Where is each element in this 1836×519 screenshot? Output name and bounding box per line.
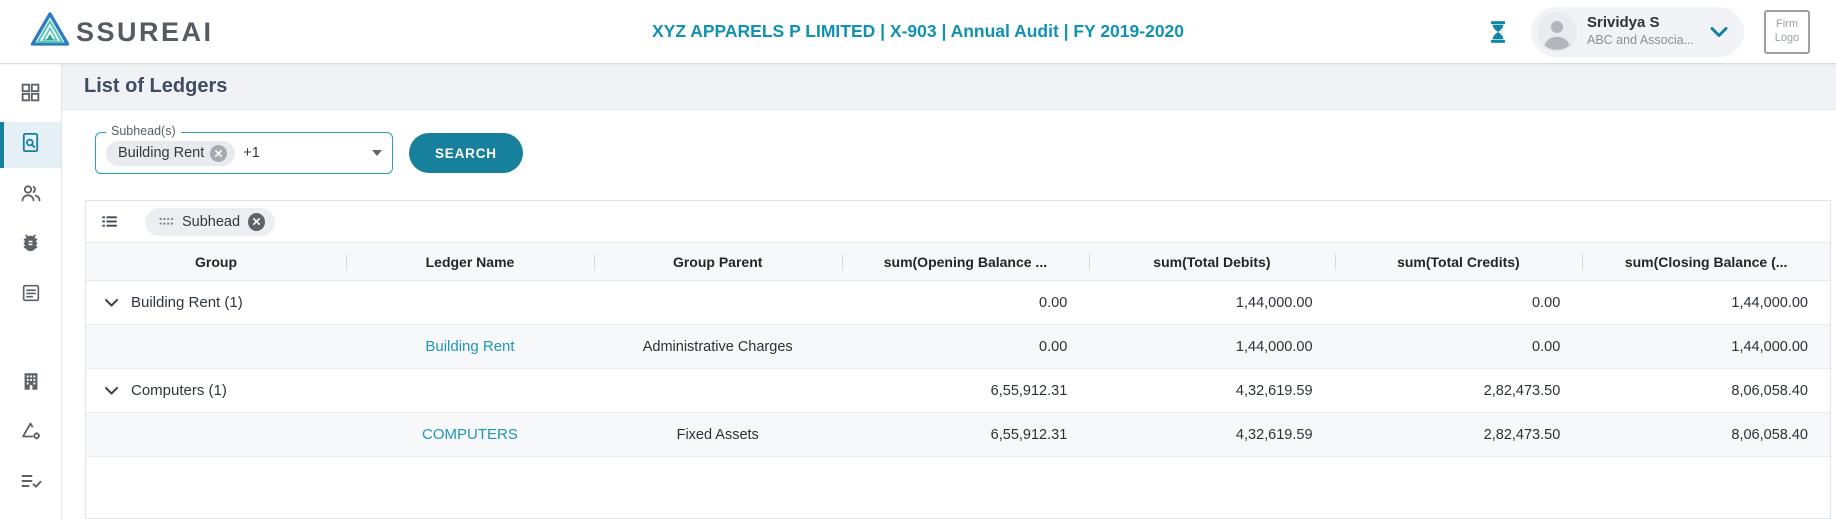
top-bar-right: Srividya S ABC and Associa... Firm Logo [1485, 6, 1810, 57]
opening-balance-value: 6,55,912.31 [990, 426, 1068, 443]
column-header-total-debits[interactable]: sum(Total Debits) [1089, 254, 1334, 270]
subheads-field-label: Subhead(s) [106, 124, 181, 138]
bug-icon [19, 231, 42, 259]
filter-chip-building-rent[interactable]: Building Rent [106, 140, 236, 166]
column-header-ledger-name[interactable]: Ledger Name [346, 254, 594, 270]
main-content: List of Ledgers Subhead(s) Building Rent… [62, 64, 1836, 519]
closing-balance-value: 1,44,000.00 [1731, 338, 1808, 355]
task-check-icon [19, 469, 43, 498]
column-header-group[interactable]: Group [195, 253, 238, 270]
filter-toolbar: Subhead(s) Building Rent +1 SEARCH [62, 110, 1836, 196]
dashboard-icon [19, 81, 42, 109]
dropdown-arrow-icon[interactable] [372, 150, 382, 156]
column-header-group-parent[interactable]: Group Parent [594, 254, 842, 270]
subheads-multiselect[interactable]: Subhead(s) Building Rent +1 [95, 124, 393, 174]
chip-remove-icon[interactable] [210, 144, 228, 162]
report-icon [20, 282, 42, 309]
column-header-closing-balance[interactable]: sum(Closing Balance (... [1582, 254, 1830, 270]
engagement-settings-icon [19, 419, 43, 448]
sidebar-item-tasks[interactable] [0, 460, 61, 506]
drag-handle-icon[interactable] [159, 217, 174, 226]
brand-logo[interactable]: SSUREAI [30, 11, 214, 52]
total-credits-value: 0.00 [1532, 294, 1561, 311]
sidebar-item-ledgers-active[interactable] [0, 122, 61, 168]
search-button[interactable]: SEARCH [409, 133, 523, 173]
total-credits-value: 2,82,473.50 [1483, 426, 1561, 443]
opening-balance-value: 6,55,912.31 [990, 382, 1068, 399]
document-search-icon [19, 131, 42, 159]
avatar [1536, 11, 1577, 52]
sidebar-nav [0, 64, 62, 519]
page-title: List of Ledgers [84, 75, 228, 97]
ledger-name-link[interactable]: COMPUTERS [422, 426, 518, 443]
sidebar-item-issues[interactable] [0, 222, 61, 268]
group-chip-remove-icon[interactable] [248, 212, 266, 231]
sidebar-spacer [0, 322, 61, 360]
group-list-icon[interactable] [100, 212, 119, 231]
group-parent-value: Administrative Charges [642, 338, 793, 355]
total-debits-value: 4,32,619.59 [1235, 426, 1313, 443]
sidebar-item-users[interactable] [0, 172, 61, 218]
user-organization: ABC and Associa... [1586, 33, 1694, 48]
closing-balance-value: 8,06,058.40 [1731, 426, 1808, 443]
closing-balance-value: 1,44,000.00 [1731, 294, 1808, 311]
filter-chip-label: Building Rent [118, 145, 205, 161]
hourglass-icon[interactable] [1485, 18, 1511, 46]
ledger-name-link[interactable]: Building Rent [425, 338, 515, 355]
total-credits-value: 0.00 [1532, 338, 1561, 355]
group-by-chip-label: Subhead [182, 213, 241, 230]
group-row-label: Building Rent (1) [131, 294, 243, 311]
user-menu[interactable]: Srividya S ABC and Associa... [1530, 6, 1744, 57]
table-row-ledger-computers: COMPUTERS Fixed Assets 6,55,912.31 4,32,… [86, 413, 1830, 457]
opening-balance-value: 0.00 [1039, 294, 1068, 311]
page-header-band: List of Ledgers [62, 64, 1836, 110]
group-row-label: Computers (1) [131, 382, 227, 399]
table-group-bar: Subhead [86, 201, 1830, 243]
row-expand-chevron-icon[interactable] [104, 386, 119, 396]
column-header-opening-balance[interactable]: sum(Opening Balance ... [842, 254, 1090, 270]
total-debits-value: 4,32,619.59 [1235, 382, 1313, 399]
user-meta: Srividya S ABC and Associa... [1587, 14, 1694, 48]
row-expand-chevron-icon[interactable] [104, 298, 119, 308]
sidebar-item-company[interactable] [0, 360, 61, 406]
firm-logo-placeholder: Firm Logo [1764, 9, 1810, 54]
total-debits-value: 1,44,000.00 [1235, 338, 1313, 355]
opening-balance-value: 0.00 [1039, 338, 1068, 355]
chevron-down-icon[interactable] [1710, 26, 1728, 38]
users-icon [19, 181, 43, 210]
sidebar-item-engagement-settings[interactable] [0, 410, 61, 456]
logo-text: SSUREAI [76, 17, 214, 47]
column-header-total-credits[interactable]: sum(Total Credits) [1335, 254, 1583, 270]
total-debits-value: 1,44,000.00 [1235, 294, 1313, 311]
sidebar-item-reports[interactable] [0, 272, 61, 318]
group-by-chip[interactable]: Subhead [145, 207, 276, 236]
top-bar: SSUREAI XYZ APPARELS P LIMITED | X-903 |… [0, 0, 1836, 64]
engagement-context-title: XYZ APPARELS P LIMITED | X-903 | Annual … [651, 21, 1185, 41]
ledgers-table-card: Subhead Group Ledger Name Group Parent s… [85, 200, 1831, 519]
closing-balance-value: 8,06,058.40 [1731, 382, 1808, 399]
group-parent-value: Fixed Assets [676, 426, 759, 443]
table-row-ledger-building-rent: Building Rent Administrative Charges 0.0… [86, 325, 1830, 369]
total-credits-value: 2,82,473.50 [1483, 382, 1561, 399]
user-name: Srividya S [1586, 14, 1660, 32]
table-header-row: Group Ledger Name Group Parent sum(Openi… [86, 243, 1830, 281]
more-selected-count: +1 [243, 145, 260, 161]
table-row-group-computers: Computers (1) 6,55,912.31 4,32,619.59 2,… [86, 369, 1830, 413]
logo-triangle-icon [30, 11, 70, 52]
table-row-group-building-rent: Building Rent (1) 0.00 1,44,000.00 0.00 … [86, 281, 1830, 325]
company-icon [20, 370, 42, 397]
sidebar-item-dashboard[interactable] [0, 72, 61, 118]
